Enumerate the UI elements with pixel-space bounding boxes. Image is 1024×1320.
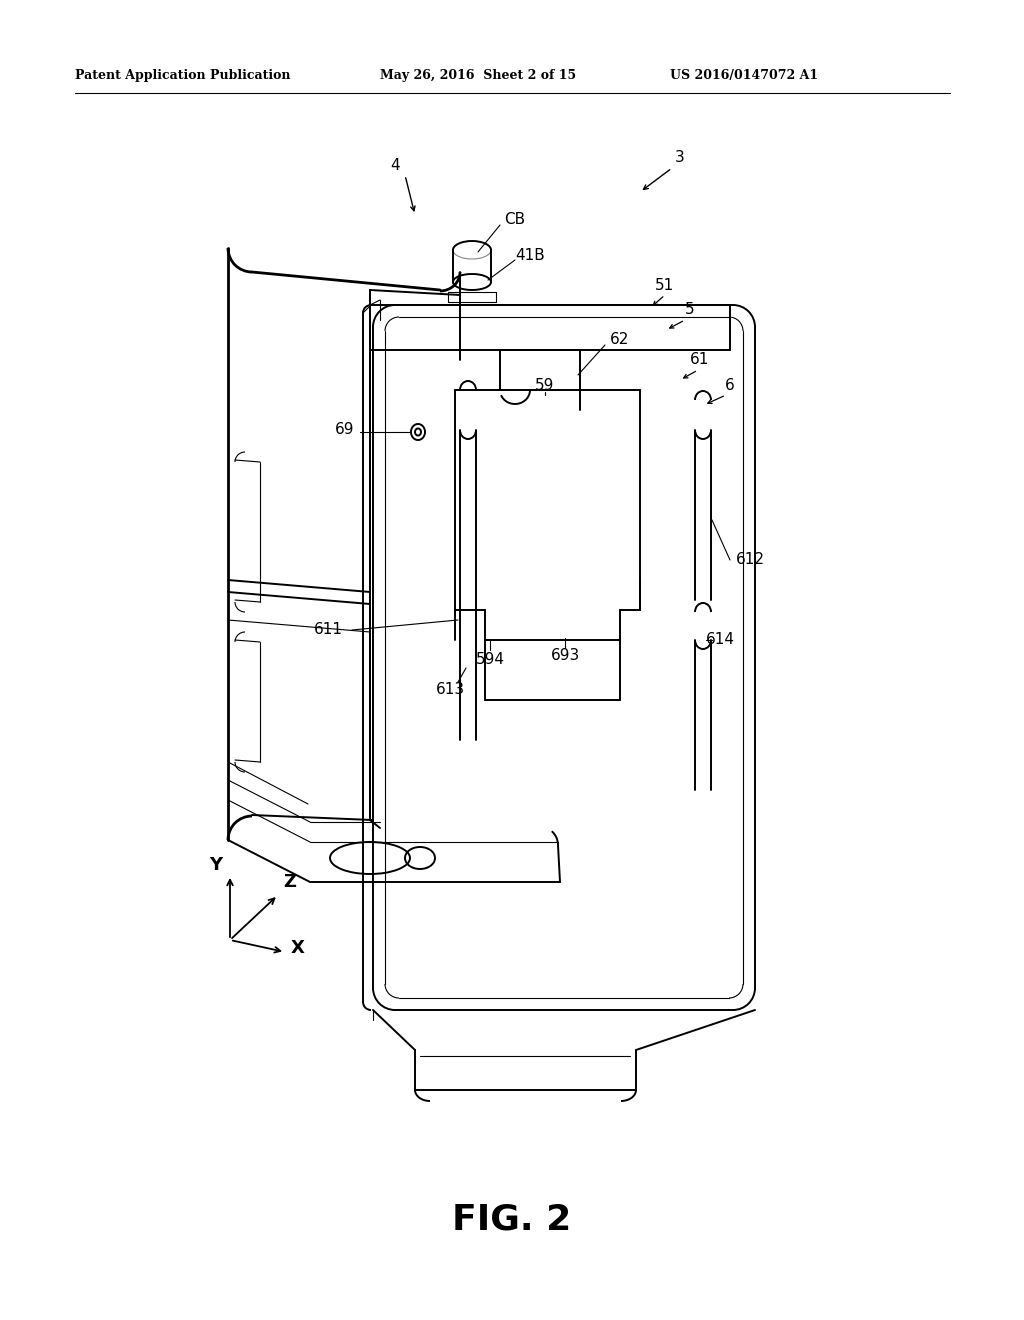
Text: X: X [291, 939, 305, 957]
Text: 69: 69 [335, 422, 354, 437]
Text: 5: 5 [685, 302, 695, 318]
Text: 61: 61 [690, 352, 710, 367]
Text: 6: 6 [725, 378, 735, 392]
Text: 41B: 41B [515, 248, 545, 263]
Text: 612: 612 [735, 553, 765, 568]
Text: CB: CB [505, 213, 525, 227]
Text: May 26, 2016  Sheet 2 of 15: May 26, 2016 Sheet 2 of 15 [380, 69, 577, 82]
Text: 594: 594 [475, 652, 505, 668]
Text: US 2016/0147072 A1: US 2016/0147072 A1 [670, 69, 818, 82]
Text: 4: 4 [390, 157, 399, 173]
Text: Y: Y [210, 855, 222, 874]
Text: 614: 614 [706, 632, 734, 648]
Text: 51: 51 [655, 277, 675, 293]
Text: 62: 62 [610, 333, 630, 347]
Text: FIG. 2: FIG. 2 [453, 1203, 571, 1237]
Text: 59: 59 [536, 378, 555, 392]
Text: Z: Z [284, 873, 296, 891]
Text: 613: 613 [435, 682, 465, 697]
Text: Patent Application Publication: Patent Application Publication [75, 69, 291, 82]
Text: 611: 611 [313, 623, 342, 638]
Text: 693: 693 [550, 648, 580, 664]
Text: 3: 3 [675, 150, 685, 165]
